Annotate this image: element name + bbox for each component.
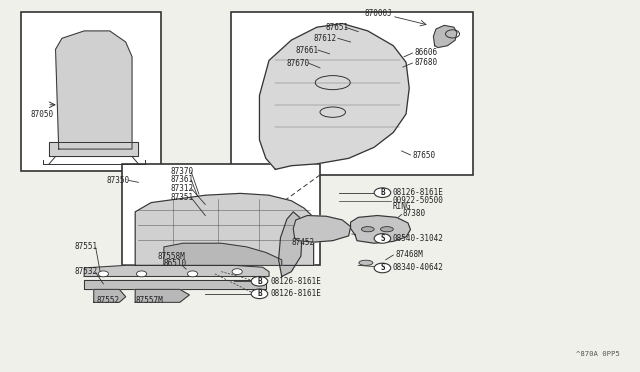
Text: S: S [380, 234, 385, 243]
Polygon shape [135, 289, 189, 302]
Text: 87312: 87312 [170, 184, 193, 193]
Text: 87380: 87380 [403, 209, 426, 218]
Text: 87452: 87452 [291, 238, 314, 247]
Text: 87350: 87350 [106, 176, 130, 185]
Ellipse shape [381, 227, 394, 232]
Polygon shape [56, 31, 132, 149]
Text: 87000J: 87000J [365, 9, 392, 19]
Text: 87551: 87551 [75, 243, 98, 251]
Circle shape [232, 269, 243, 275]
Polygon shape [94, 289, 125, 302]
Text: 08126-8161E: 08126-8161E [270, 289, 321, 298]
Polygon shape [278, 212, 302, 276]
Circle shape [374, 188, 391, 198]
Bar [20, 13, 161, 171]
Text: 08126-8161E: 08126-8161E [270, 277, 321, 286]
Bar [231, 13, 473, 175]
Polygon shape [135, 193, 314, 265]
Text: 87670: 87670 [287, 59, 310, 68]
Polygon shape [84, 265, 269, 276]
Ellipse shape [362, 227, 374, 232]
Text: B: B [257, 289, 262, 298]
Polygon shape [433, 25, 457, 48]
Text: ^870A 0PP5: ^870A 0PP5 [576, 350, 620, 357]
Ellipse shape [376, 264, 390, 269]
Text: 00922-50500: 00922-50500 [393, 196, 444, 205]
Text: 08540-31042: 08540-31042 [393, 234, 444, 243]
Text: 87650: 87650 [412, 151, 436, 160]
Text: 87558M: 87558M [157, 251, 185, 261]
Ellipse shape [359, 260, 373, 265]
Text: 08340-40642: 08340-40642 [393, 263, 444, 272]
Polygon shape [259, 23, 409, 169]
Text: 87468M: 87468M [395, 250, 423, 259]
Polygon shape [49, 142, 138, 157]
Circle shape [99, 271, 108, 277]
Circle shape [136, 271, 147, 277]
Circle shape [251, 276, 268, 286]
Text: 87050: 87050 [30, 109, 53, 119]
Text: 87370: 87370 [170, 167, 193, 176]
Text: 86606: 86606 [414, 48, 437, 57]
Text: 87361: 87361 [170, 175, 193, 184]
Circle shape [374, 234, 391, 243]
Text: 87351: 87351 [170, 193, 193, 202]
Polygon shape [293, 215, 351, 242]
Text: 86510: 86510 [164, 259, 187, 268]
Polygon shape [84, 280, 266, 289]
Circle shape [251, 289, 268, 299]
Text: B: B [380, 188, 385, 197]
Text: 87680: 87680 [414, 58, 437, 67]
Text: S: S [380, 263, 385, 272]
Text: B: B [257, 277, 262, 286]
Text: 87532: 87532 [75, 267, 98, 276]
Circle shape [374, 263, 391, 273]
Text: 87651: 87651 [325, 23, 348, 32]
Text: 87612: 87612 [314, 34, 337, 43]
Text: 87557M: 87557M [135, 296, 163, 305]
Text: 08126-8161E: 08126-8161E [393, 188, 444, 197]
Polygon shape [164, 243, 282, 265]
Circle shape [188, 271, 198, 277]
Text: 87661: 87661 [296, 46, 319, 55]
Text: RING: RING [393, 202, 411, 211]
Polygon shape [351, 215, 410, 243]
Bar [122, 164, 320, 265]
Text: 87552: 87552 [97, 296, 120, 305]
